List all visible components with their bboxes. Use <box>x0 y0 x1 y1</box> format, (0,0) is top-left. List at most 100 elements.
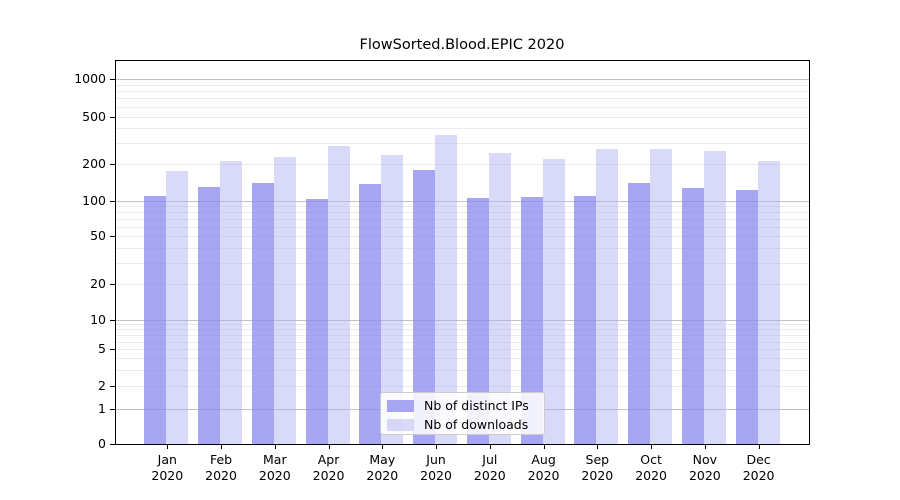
x-tick-label: Sep 2020 <box>581 452 614 483</box>
x-tick <box>382 445 384 449</box>
bar-distinct-ips <box>305 199 328 444</box>
bar-downloads <box>435 134 458 444</box>
gridline-minor <box>116 349 809 351</box>
chart-title: FlowSorted.Blood.EPIC 2020 <box>359 37 565 53</box>
legend-entry-distinct-ips: Nb of distinct IPs <box>387 398 529 413</box>
gridline-minor <box>116 84 809 86</box>
x-tick-label: Nov 2020 <box>688 452 721 483</box>
plot-area <box>115 60 810 445</box>
y-tick-label: 20 <box>90 276 106 291</box>
y-tick <box>110 444 115 445</box>
gridline-minor <box>116 369 809 371</box>
bar-downloads <box>488 153 511 444</box>
y-tick-label: 0 <box>98 436 106 451</box>
bar-distinct-ips <box>681 188 704 444</box>
x-tick-label: Dec 2020 <box>742 452 775 483</box>
x-tick <box>328 445 330 449</box>
bar-downloads <box>327 145 350 444</box>
y-tick <box>110 284 115 285</box>
legend: Nb of distinct IPs Nb of downloads <box>380 392 545 435</box>
x-tick <box>597 445 599 449</box>
gridline-minor <box>116 164 809 165</box>
x-tick <box>436 445 438 449</box>
legend-swatch-downloads <box>387 419 414 431</box>
x-tick <box>167 445 169 449</box>
bar-distinct-ips <box>735 189 758 444</box>
gridline-major <box>116 320 809 321</box>
x-tick <box>651 445 653 449</box>
y-tick-label: 500 <box>82 108 106 124</box>
bar-distinct-ips <box>251 182 274 444</box>
gridline-minor <box>116 262 809 264</box>
bar-downloads <box>542 158 565 444</box>
y-tick-label: 200 <box>82 156 106 171</box>
bar-downloads <box>220 161 243 444</box>
gridline-minor <box>116 247 809 249</box>
gridline-minor <box>116 324 809 326</box>
bar-downloads <box>596 149 619 444</box>
gridline-minor <box>116 98 809 100</box>
x-tick-label: Jan 2020 <box>151 452 184 483</box>
bar-distinct-ips <box>359 184 382 444</box>
bar-distinct-ips <box>628 182 651 444</box>
bar-downloads <box>703 151 726 444</box>
y-tick <box>110 116 115 118</box>
y-tick-label: 1000 <box>74 71 106 86</box>
legend-label-distinct-ips: Nb of distinct IPs <box>424 398 529 413</box>
y-tick-label: 100 <box>82 192 106 208</box>
y-tick <box>110 164 115 165</box>
x-tick <box>221 445 223 449</box>
bar-distinct-ips <box>144 195 167 444</box>
x-tick-label: Feb 2020 <box>205 452 237 483</box>
y-tick <box>110 408 115 410</box>
gridline-minor <box>116 341 809 343</box>
bar-distinct-ips <box>413 170 436 444</box>
bar-distinct-ips <box>574 195 597 444</box>
y-tick-label: 50 <box>90 228 106 243</box>
x-tick <box>758 445 760 449</box>
gridline-minor <box>116 284 809 285</box>
bar-downloads <box>166 171 189 444</box>
legend-swatch-distinct-ips <box>387 400 414 412</box>
y-tick-label: 10 <box>90 312 106 327</box>
legend-label-downloads: Nb of downloads <box>424 417 529 432</box>
y-tick <box>110 349 115 351</box>
x-tick <box>704 445 706 449</box>
x-tick-label: Aug 2020 <box>527 452 560 483</box>
y-tick <box>110 320 115 321</box>
gridline-minor <box>116 358 809 360</box>
x-tick-label: Jul 2020 <box>473 452 506 483</box>
x-tick <box>489 445 491 449</box>
x-tick-label: Jun 2020 <box>420 452 452 483</box>
x-tick-label: Mar 2020 <box>258 452 291 483</box>
y-tick <box>110 386 115 387</box>
y-tick-label: 5 <box>98 341 106 357</box>
gridline-minor <box>116 226 809 228</box>
x-tick-label: Oct 2020 <box>635 452 667 483</box>
bar-distinct-ips <box>520 196 543 444</box>
x-tick-label: Apr 2020 <box>312 452 345 483</box>
gridline-minor <box>116 386 809 387</box>
y-tick <box>110 79 115 80</box>
bar-downloads <box>381 154 404 444</box>
gridline-minor <box>116 91 809 93</box>
y-tick <box>110 200 115 202</box>
y-tick-label: 2 <box>98 378 106 393</box>
bar-downloads <box>650 149 673 444</box>
gridline-minor <box>116 128 809 130</box>
y-tick-label: 1 <box>98 400 106 416</box>
gridline-major <box>116 79 809 80</box>
gridline-minor <box>116 116 809 118</box>
bar-distinct-ips <box>198 187 221 444</box>
bar-downloads <box>273 157 296 444</box>
gridline-minor <box>116 212 809 214</box>
bar-distinct-ips <box>466 198 489 444</box>
gridline-minor <box>116 218 809 220</box>
bar-downloads <box>757 160 780 444</box>
gridline-minor <box>116 143 809 145</box>
x-tick <box>543 445 545 449</box>
gridline-minor <box>116 329 809 331</box>
gridline-minor <box>116 106 809 108</box>
gridline-minor <box>116 335 809 337</box>
